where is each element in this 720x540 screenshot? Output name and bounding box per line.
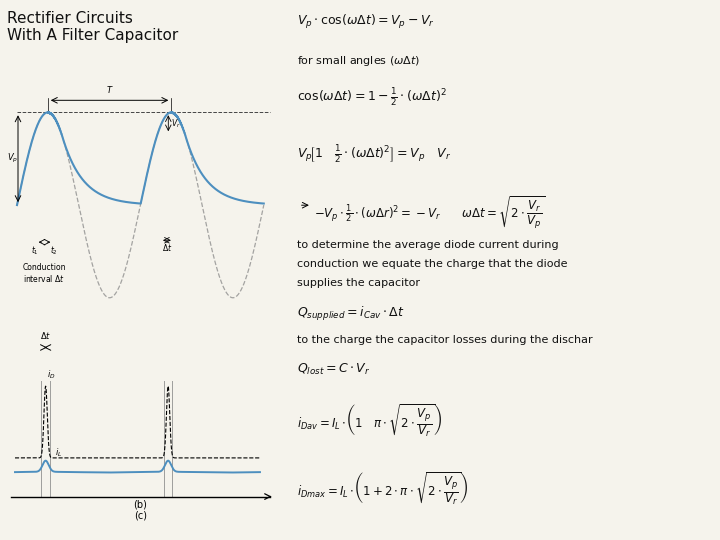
Text: $V_p\!\left[1\quad \frac{1}{2}\cdot(\omega\Delta t)^2\right] = V_p \quad V_r$: $V_p\!\left[1\quad \frac{1}{2}\cdot(\ome… [297,143,451,165]
Text: to determine the average diode current during: to determine the average diode current d… [297,240,558,251]
Text: for small angles $(\omega\Delta t)$: for small angles $(\omega\Delta t)$ [297,54,420,68]
Text: to the charge the capacitor losses during the dischar: to the charge the capacitor losses durin… [297,335,593,345]
Text: $i_D$: $i_D$ [47,369,55,381]
Text: $V_p \cdot \cos(\omega\Delta t) = V_p - V_r$: $V_p \cdot \cos(\omega\Delta t) = V_p - … [297,14,434,31]
Text: conduction we equate the charge that the diode: conduction we equate the charge that the… [297,259,567,269]
Text: $i_{Dmax} = I_L\cdot\!\left(1 + 2\cdot\pi\cdot\sqrt{2\cdot\dfrac{V_p}{V_r}}\righ: $i_{Dmax} = I_L\cdot\!\left(1 + 2\cdot\p… [297,470,469,507]
Text: $V_r$: $V_r$ [171,117,180,130]
Text: $t_1$: $t_1$ [31,244,39,256]
Text: (b): (b) [133,500,148,510]
Text: $\Delta t$: $\Delta t$ [40,329,51,341]
Text: $-V_p\cdot\frac{1}{2}\cdot(\omega\Delta r)^2 = -V_r \qquad \omega\Delta t = \sqr: $-V_p\cdot\frac{1}{2}\cdot(\omega\Delta … [314,194,545,231]
Text: Conduction
interval $\Delta t$: Conduction interval $\Delta t$ [23,262,66,285]
Text: $Q_{lost} = C\cdot V_r$: $Q_{lost} = C\cdot V_r$ [297,362,370,377]
Text: supplies the capacitor: supplies the capacitor [297,278,420,288]
Text: $\cos(\omega\Delta t) = 1 - \frac{1}{2}\cdot(\omega\Delta t)^2$: $\cos(\omega\Delta t) = 1 - \frac{1}{2}\… [297,86,446,109]
Text: $\Delta t$: $\Delta t$ [162,242,172,253]
Text: Rectifier Circuits
With A Filter Capacitor: Rectifier Circuits With A Filter Capacit… [7,11,179,43]
Text: $i_L$: $i_L$ [55,446,63,458]
Text: $Q_{supplied} = i_{Cav}\cdot\Delta t$: $Q_{supplied} = i_{Cav}\cdot\Delta t$ [297,305,405,323]
Text: $t_2$: $t_2$ [50,244,58,256]
Text: $V_p$: $V_p$ [6,152,18,165]
Text: $T$: $T$ [106,84,113,94]
Text: (c): (c) [134,511,147,521]
Text: $i_{Dav} = I_L\cdot\!\left(1\quad \pi\cdot\sqrt{2\cdot\dfrac{V_p}{V_r}}\right)$: $i_{Dav} = I_L\cdot\!\left(1\quad \pi\cd… [297,402,441,439]
